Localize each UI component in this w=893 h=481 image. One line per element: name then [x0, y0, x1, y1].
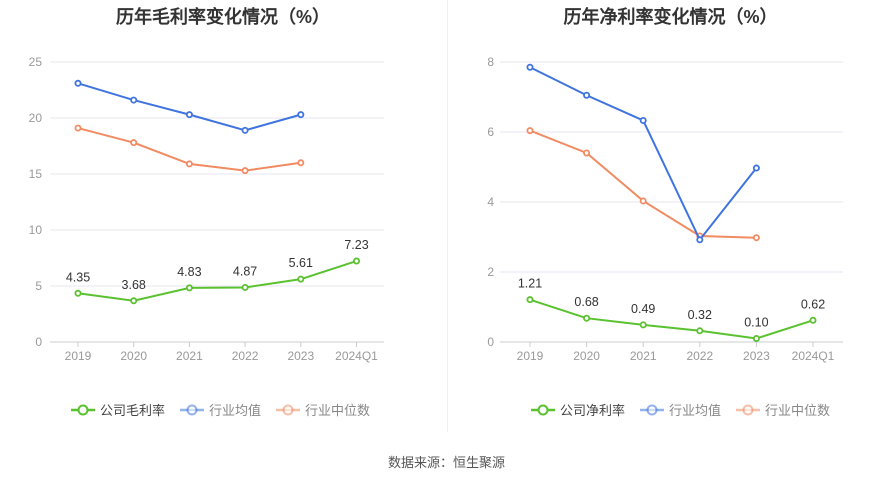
data-label: 5.61	[289, 256, 313, 270]
data-point[interactable]	[583, 149, 591, 157]
data-label: 0.32	[688, 308, 712, 322]
x-tick-label: 2023	[287, 349, 314, 363]
y-tick-label: 6	[487, 125, 494, 139]
data-point[interactable]	[130, 96, 138, 104]
y-tick-label: 15	[29, 167, 43, 181]
y-tick-label: 0	[35, 335, 42, 349]
data-label: 4.87	[233, 264, 257, 278]
data-point[interactable]	[297, 111, 305, 119]
data-point[interactable]	[74, 79, 82, 87]
legend-label: 行业中位数	[765, 403, 831, 418]
data-point[interactable]	[696, 327, 704, 335]
legend-item-industry-median[interactable]: 行业中位数	[735, 400, 830, 419]
y-tick-label: 0	[487, 335, 494, 349]
x-tick-label: 2020	[120, 349, 147, 363]
legend-label: 行业中位数	[305, 403, 371, 418]
data-label: 0.49	[631, 302, 655, 316]
x-tick-label: 2019	[65, 349, 92, 363]
data-point[interactable]	[809, 316, 817, 324]
series-line-0	[529, 298, 814, 340]
x-tick-label: 2019	[517, 349, 544, 363]
chart-title-net-margin: 历年净利率变化情况（%）	[563, 7, 778, 27]
x-tick-label: 2022	[232, 349, 259, 363]
data-point[interactable]	[185, 111, 193, 119]
data-point[interactable]	[583, 91, 591, 99]
data-point[interactable]	[583, 314, 591, 322]
data-point[interactable]	[241, 283, 249, 291]
data-label: 7.23	[344, 238, 368, 252]
data-label: 1.21	[518, 277, 542, 291]
series-line-2	[529, 129, 757, 239]
data-point[interactable]	[526, 63, 534, 71]
data-point[interactable]	[752, 164, 760, 172]
data-point[interactable]	[241, 167, 249, 175]
legend-label: 行业均值	[209, 403, 262, 418]
x-tick-label: 2021	[176, 349, 203, 363]
legend-item-company[interactable]: 公司净利率	[530, 400, 625, 419]
data-point[interactable]	[526, 296, 534, 304]
legend-line-marker-icon	[71, 404, 95, 415]
data-point[interactable]	[130, 139, 138, 147]
legend-label: 行业均值	[669, 403, 722, 418]
net-margin-chart: 0 2 4 6 8 2019 2020 2021 2022 2023 2024Q1 1.21 0.68 0…	[487, 55, 843, 363]
x-tick-label: 2022	[686, 349, 713, 363]
x-tick-label: 2023	[743, 349, 770, 363]
y-tick-label: 20	[29, 111, 43, 125]
series-line-1	[529, 66, 758, 242]
data-point[interactable]	[297, 275, 305, 283]
data-label: 0.68	[574, 295, 598, 309]
data-point[interactable]	[297, 159, 305, 167]
data-point[interactable]	[696, 236, 704, 244]
legend-line-marker-icon	[531, 404, 555, 415]
y-tick-label: 4	[487, 195, 494, 209]
y-tick-label: 8	[487, 55, 494, 69]
data-point[interactable]	[185, 284, 193, 292]
data-point[interactable]	[639, 321, 647, 329]
data-label: 4.83	[177, 265, 201, 279]
y-tick-label: 5	[35, 279, 42, 293]
data-label: 0.62	[801, 297, 825, 311]
y-tick-label: 2	[487, 265, 494, 279]
data-point[interactable]	[74, 124, 82, 132]
legend-net-margin: 公司净利率 行业均值 行业中位数	[530, 400, 844, 419]
data-point[interactable]	[639, 197, 647, 205]
legend-line-marker-icon	[180, 404, 205, 415]
legend-line-marker-icon	[640, 404, 665, 415]
legend-item-industry-mean[interactable]: 行业均值	[179, 400, 261, 419]
data-source-note: 数据来源：恒生聚源	[387, 455, 505, 470]
data-label: 0.10	[744, 316, 768, 330]
data-label: 3.68	[122, 278, 146, 292]
data-label: 4.35	[66, 270, 90, 284]
x-tick-label: 2020	[573, 349, 600, 363]
x-tick-label: 2024Q1	[792, 349, 835, 363]
data-point[interactable]	[752, 334, 760, 342]
y-tick-label: 10	[29, 223, 43, 237]
legend-label: 公司毛利率	[100, 403, 166, 418]
data-point[interactable]	[185, 160, 193, 168]
legend-item-industry-mean[interactable]: 行业均值	[639, 400, 721, 419]
data-point[interactable]	[352, 257, 360, 265]
data-point[interactable]	[752, 234, 760, 242]
legend-line-marker-icon	[736, 404, 761, 415]
data-point[interactable]	[639, 116, 647, 124]
panel-divider	[447, 0, 448, 432]
legend-item-industry-median[interactable]: 行业中位数	[275, 400, 370, 419]
x-tick-label: 2021	[630, 349, 657, 363]
data-point[interactable]	[241, 126, 249, 134]
y-tick-label: 25	[29, 55, 43, 69]
legend-line-marker-icon	[276, 404, 301, 415]
series-line-1	[77, 82, 302, 132]
x-tick-label: 2024Q1	[335, 349, 378, 363]
data-point[interactable]	[74, 289, 82, 297]
series-line-0	[77, 260, 357, 302]
legend-label: 公司净利率	[560, 403, 626, 418]
data-point[interactable]	[526, 127, 534, 135]
legend-gross-margin: 公司毛利率 行业均值 行业中位数	[70, 400, 384, 419]
gross-margin-chart: 0 5 10 15 20 25 2019 2020 2021 2022 2023 2024Q1 4.35…	[29, 55, 384, 363]
data-point[interactable]	[130, 297, 138, 305]
legend-item-company[interactable]: 公司毛利率	[70, 400, 165, 419]
chart-title-gross-margin: 历年毛利率变化情况（%）	[115, 7, 330, 27]
